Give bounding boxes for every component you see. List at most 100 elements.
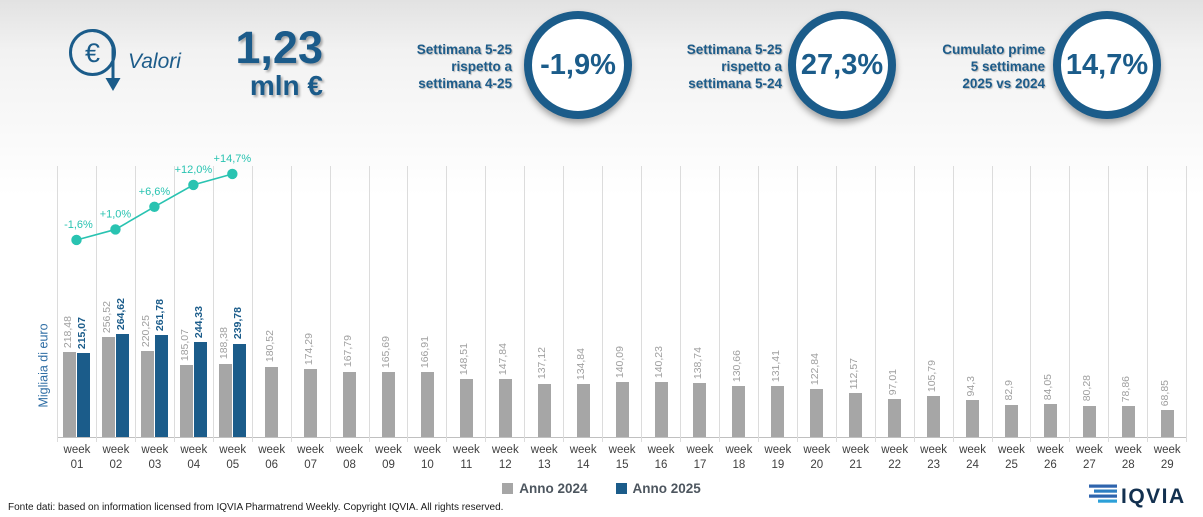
x-axis-label: week 02: [102, 444, 130, 471]
x-axis-label: week 03: [141, 444, 169, 471]
x-axis-label: week 05: [219, 444, 247, 471]
bar-value-label: 80,28: [1081, 375, 1094, 402]
bar-value-label: 185,07: [178, 328, 191, 361]
bar-anno-2024: 148,51: [458, 343, 473, 437]
bar-group: 220,25 261,78: [136, 299, 174, 437]
bar-value-label: 244,33: [192, 305, 205, 338]
bar-group: 188,38 239,78: [214, 307, 252, 437]
bar-value-label: 140,09: [614, 346, 627, 379]
euro-symbol: €: [85, 38, 100, 68]
bar-value-label: 130,66: [730, 349, 743, 383]
chart-column-week-17: 138,74 week 17: [680, 166, 719, 471]
kpi-label-line: Settimana 5-25: [686, 42, 782, 57]
legend-item-anno-2025: Anno 2025: [615, 481, 701, 496]
bar-group: 94,3: [954, 376, 992, 437]
chart-column-week-18: 130,66 week 18: [718, 166, 758, 471]
bar-anno-2025: 239,78: [232, 307, 247, 437]
bar-anno-2024: 256,52: [101, 301, 116, 437]
x-axis-label: week 25: [998, 444, 1025, 471]
bar-value-label: 166,91: [419, 335, 432, 368]
x-axis-label: week 23: [920, 444, 948, 471]
y-axis-title: Migliaia di euro: [36, 323, 51, 408]
chart-legend: Anno 2024 Anno 2025: [0, 481, 1203, 496]
bar-group: 80,28: [1070, 375, 1108, 437]
bar-anno-2024: 220,25: [140, 315, 155, 437]
bar-group: 140,09: [603, 346, 641, 437]
legend-label-2024: Anno 2024: [519, 481, 588, 496]
euro-values-icon: €: [66, 26, 136, 101]
bar-value-label: 97,01: [886, 368, 899, 396]
bar-group: 140,23: [642, 346, 680, 437]
bar-group: 137,12: [525, 347, 563, 437]
bar-anno-2024: 130,66: [731, 350, 746, 437]
chart-column-week-04: 185,07 244,33 week 04: [173, 166, 213, 471]
bar-value-label: 167,79: [341, 335, 354, 368]
x-axis-label: week 04: [180, 444, 208, 471]
chart-column-week-15: 140,09 week 15: [602, 166, 641, 471]
bar-anno-2024: 174,29: [303, 333, 318, 437]
x-axis-label: week 09: [375, 444, 402, 471]
bar-value-label: 78,86: [1120, 375, 1133, 403]
bar-anno-2024: 94,3: [965, 376, 980, 437]
kpi-year-over-year-value: 27,3%: [788, 11, 896, 119]
chart-column-week-05: 188,38 239,78 week 05: [212, 166, 252, 471]
legend-label-2025: Anno 2025: [632, 481, 701, 496]
bar-group: 185,07 244,33: [175, 306, 213, 437]
bar-group: 84,05: [1031, 374, 1069, 437]
trend-point-label: +14,7%: [214, 153, 252, 165]
bar-value-label: 84,05: [1042, 373, 1055, 401]
x-axis-label: week 08: [336, 444, 363, 471]
bar-value-label: 220,25: [139, 314, 152, 348]
chart-column-week-07: 174,29 week 07: [290, 166, 330, 471]
bar-value-label: 165,69: [380, 336, 393, 369]
chart-column-week-06: 180,52 week 06: [251, 166, 291, 471]
bar-group: 174,29: [292, 333, 330, 437]
bar-value-label: 261,78: [153, 298, 166, 331]
kpi-week-over-week-value: -1,9%: [524, 11, 632, 119]
bar-value-label: 138,74: [691, 346, 704, 379]
kpi-cumulative-value: 14,7%: [1053, 11, 1161, 119]
bar-value-label: 174,29: [302, 332, 315, 366]
x-axis-label: week 10: [413, 444, 441, 471]
x-axis-label: week 18: [725, 444, 753, 471]
x-axis-label: week 24: [959, 444, 986, 471]
x-axis-label: week 15: [608, 444, 636, 471]
kpi-label-line: rispetto a: [721, 59, 782, 74]
bar-group: 122,84: [798, 353, 836, 437]
bar-anno-2024: 140,09: [614, 346, 629, 437]
bar-group: 138,74: [681, 347, 719, 437]
x-axis-label: week 26: [1036, 444, 1064, 471]
chart-column-week-25: 82,9 week 25: [991, 166, 1031, 471]
kpi-label-line: settimana 5-24: [688, 76, 782, 91]
bar-anno-2024: 138,74: [692, 347, 707, 437]
x-axis-label: week 16: [647, 444, 675, 471]
x-axis-label: week 17: [686, 444, 714, 471]
bar-group: 130,66: [720, 350, 758, 437]
chart-column-week-08: 167,79 week 08: [329, 166, 369, 471]
bar-value-label: 264,62: [114, 297, 127, 330]
x-axis-label: week 11: [452, 444, 480, 471]
chart-column-week-27: 80,28 week 27: [1069, 166, 1108, 471]
legend-swatch-2025: [615, 483, 627, 494]
x-axis-label: week 06: [258, 444, 286, 471]
bar-group: 167,79: [331, 335, 369, 437]
total-value-block: 1,23 mln €: [205, 24, 323, 101]
bar-anno-2024: 68,85: [1159, 380, 1174, 437]
x-axis-label: week 01: [63, 444, 91, 471]
chart-column-week-16: 140,23 week 16: [641, 166, 680, 471]
source-note: Fonte dati: based on information license…: [8, 502, 504, 513]
x-axis-label: week 14: [569, 444, 597, 471]
chart-column-week-19: 131,41 week 19: [757, 166, 797, 471]
bar-group: 97,01: [876, 369, 914, 437]
bar-value-label: 112,57: [847, 357, 860, 390]
total-value-unit: mln €: [249, 70, 323, 102]
x-axis-label: week 12: [491, 444, 519, 471]
chart-column-week-01: 218,48 215,07 week 01: [57, 166, 96, 471]
bar-group: 166,91: [408, 336, 446, 437]
legend-item-anno-2024: Anno 2024: [502, 481, 588, 496]
kpi-label-line: rispetto a: [451, 59, 512, 74]
bar-group: 82,9: [993, 380, 1031, 437]
chart-column-week-23: 105,79 week 23: [913, 166, 953, 471]
chart-column-week-24: 94,3 week 24: [952, 166, 992, 471]
chart-column-week-22: 97,01 week 22: [874, 166, 914, 471]
